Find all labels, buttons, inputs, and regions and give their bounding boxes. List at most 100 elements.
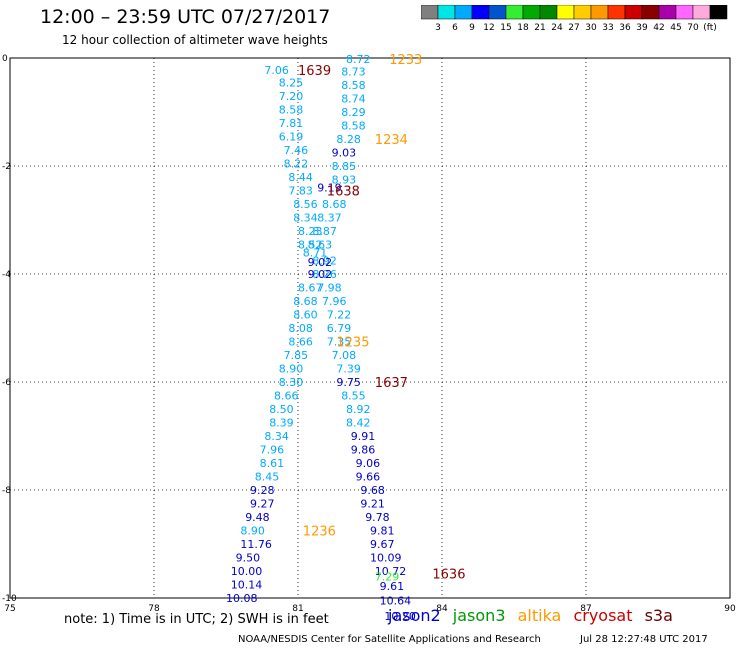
pass-time-label: 1637 [375,376,408,391]
wave-height-label: 8.50 [269,403,294,416]
color-scale-label: 6 [452,23,458,33]
chart-subtitle: 12 hour collection of altimeter wave hei… [62,33,328,47]
wave-height-label: 8.44 [288,171,313,184]
wave-height-label: 8.42 [346,417,371,430]
wave-height-label: 7.85 [284,349,309,362]
wave-height-label: 7.06 [264,64,289,77]
wave-height-label: 7.81 [279,117,304,130]
wave-height-label: 10.14 [231,579,262,592]
wave-height-label: 9.68 [360,484,385,497]
wave-height-label: 8.37 [317,211,342,224]
color-scale-label: 21 [534,23,545,33]
color-scale-label: 39 [636,23,648,33]
color-scale-label: 3 [435,23,441,33]
legend-s3a: s3a [644,606,673,625]
wave-height-label: 8.63 [308,238,333,251]
legend-jason3: jason3 [452,606,506,625]
wave-height-label: 7.22 [327,309,352,322]
satellite-legend: jason2 jason3 altika cryosat s3a [388,606,680,625]
wave-height-label: 10.09 [370,552,402,565]
footnote: note: 1) Time is in UTC; 2) SWH is in fe… [64,612,329,627]
wave-height-label: 9.03 [332,147,357,160]
color-scale-label: 70 [687,23,699,33]
wave-height-label: 8.71 [303,246,328,259]
wave-height-label: 10.00 [231,565,262,578]
wave-height-label: 7.98 [317,282,342,295]
legend-cryosat: cryosat [573,606,633,625]
x-tick-label: 87 [580,604,591,614]
color-scale-label: 24 [551,23,563,33]
color-scale-label: 45 [670,23,681,33]
wave-height-label: 8.55 [341,390,366,403]
legend-altika: altika [517,606,562,625]
chart-title: 12:00 – 23:59 UTC 07/27/2017 [40,6,331,28]
wave-height-label: 7.96 [260,444,285,457]
wave-height-label: 8.29 [341,106,366,119]
pass-time-label: 1639 [298,64,331,79]
wave-height-label: 7.08 [332,349,357,362]
color-swatch [709,5,728,20]
y-tick-label: -10 [2,594,17,604]
wave-height-label: 7.39 [336,363,361,376]
legend-jason2: jason2 [388,606,441,625]
wave-height-label: 9.86 [351,444,376,457]
y-tick-label: -6 [2,378,11,388]
wave-height-label: 9.02 [308,268,333,281]
wave-height-label: 8.26 [312,268,337,281]
x-tick-label: 81 [292,604,303,614]
color-scale-label: 27 [568,23,579,33]
color-scale-label: (ft) [703,23,717,33]
wave-height-label: 8.60 [293,309,318,322]
wave-height-label: 8.23 [298,225,323,238]
wave-height-label: 8.68 [293,295,318,308]
wave-height-label: 8.90 [279,363,304,376]
color-scale-label: 30 [585,23,597,33]
wave-height-label: 9.75 [336,376,361,389]
wave-height-label: 9.28 [250,484,275,497]
wave-height-label: 9.02 [308,256,333,269]
wave-height-label: 7.29 [375,570,400,583]
wave-height-label: 6.19 [279,130,304,143]
wave-height-label: 8.08 [288,322,313,335]
wave-height-label: 9.91 [351,430,376,443]
plot-frame [9,57,731,599]
color-scale-label: 15 [500,23,511,33]
wave-height-label: 10.72 [375,565,407,578]
wave-height-label: 9.66 [356,471,381,484]
y-tick-label: -2 [2,162,11,172]
wave-height-label: 8.39 [269,417,294,430]
color-scale-bar: 3 6 9 12 15 18 21 24 27 30 33 36 39 42 45 70 (ft) [421,5,728,33]
wave-height-label: 9.19 [317,182,342,195]
pass-time-label: 1236 [303,525,336,540]
wave-height-label: 8.73 [341,66,366,79]
wave-height-label: 9.48 [245,511,270,524]
wave-height-label: 9.78 [365,511,390,524]
wave-height-label: 8.52 [298,238,323,251]
x-tick-label: 78 [148,604,160,614]
wave-height-label: 8.92 [312,255,337,268]
x-tick-label: 90 [724,604,736,614]
pass-time-label: 1636 [432,568,465,583]
wave-height-label: 8.22 [284,157,309,170]
wave-height-label: 8.93 [332,174,357,187]
color-scale-label: 18 [517,23,529,33]
wave-height-label: 9.27 [250,498,275,511]
wave-height-label: 10.64 [380,595,412,608]
wave-height-label: 8.85 [332,160,357,173]
wave-height-label: 9.50 [236,552,261,565]
wave-height-label: 8.30 [279,376,304,389]
wave-height-label: 9.61 [380,580,405,593]
wave-height-label: 8.56 [293,198,318,211]
wave-height-label: 8.61 [260,457,285,470]
wave-height-label: 8.72 [346,53,371,66]
wave-height-label: 9.81 [370,525,395,538]
wave-height-label: 7.96 [322,295,347,308]
wave-height-label: 8.28 [336,133,361,146]
x-tick-label: 75 [4,604,15,614]
color-scale-label: 12 [483,23,494,33]
wave-height-label: 8.34 [293,211,318,224]
wave-height-label: 9.21 [360,498,385,511]
wave-height-label: 8.87 [312,225,337,238]
color-scale-label: 9 [469,23,475,33]
